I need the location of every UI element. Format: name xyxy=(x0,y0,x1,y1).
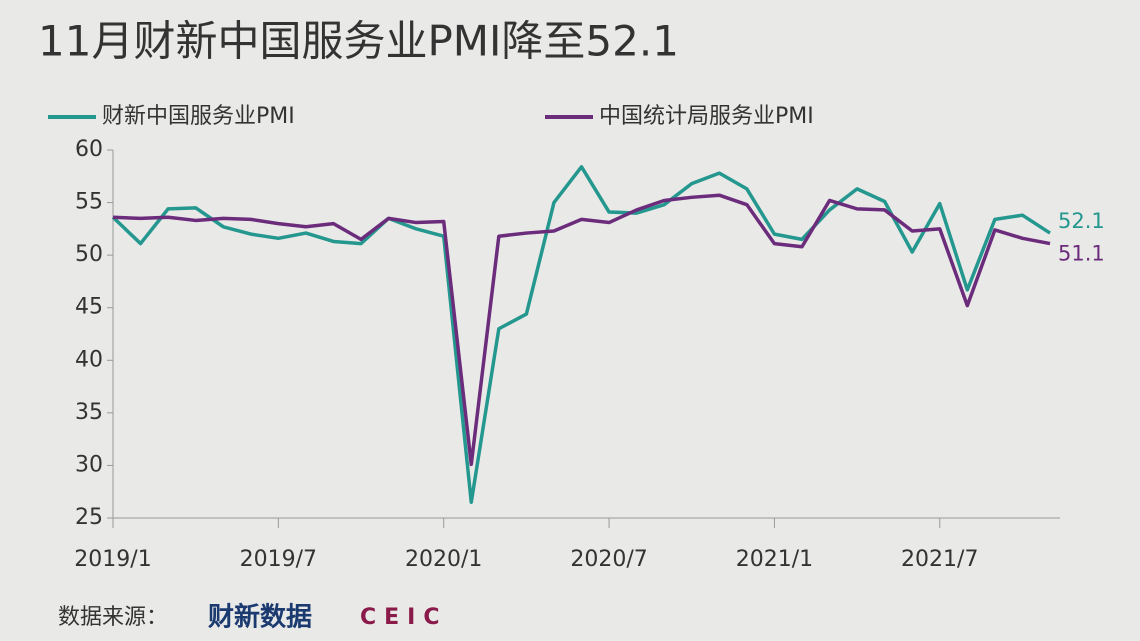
x-tick-label: 2019/1 xyxy=(74,547,151,572)
y-tick-label: 25 xyxy=(75,505,103,530)
y-tick-label: 60 xyxy=(75,137,103,162)
x-tick-label: 2020/7 xyxy=(570,547,647,572)
line xyxy=(111,165,1051,504)
y-tick-label: 55 xyxy=(75,190,103,215)
x-tick-label: 2020/1 xyxy=(405,547,482,572)
line xyxy=(112,193,1051,467)
source-logo: CEIC xyxy=(360,605,448,630)
x-tick-label: 2021/1 xyxy=(736,547,813,572)
x-tick-label: 2021/7 xyxy=(901,547,978,572)
end-label: 52.1 xyxy=(1058,209,1105,233)
y-tick-label: 30 xyxy=(75,452,103,477)
source-logo: 财新数据 xyxy=(208,602,312,633)
legend-label: 中国统计局服务业PMI xyxy=(599,104,814,129)
y-tick-label: 50 xyxy=(75,242,103,267)
y-tick-label: 35 xyxy=(75,400,103,425)
legend-label: 财新中国服务业PMI xyxy=(102,104,295,129)
y-tick-label: 40 xyxy=(75,347,103,372)
x-tick-label: 2019/7 xyxy=(240,547,317,572)
end-label: 51.1 xyxy=(1058,242,1105,266)
chart-title: 11月财新中国服务业PMI降至52.1 xyxy=(38,17,679,66)
y-tick-label: 45 xyxy=(75,295,103,320)
source: 数据来源： xyxy=(58,605,168,630)
